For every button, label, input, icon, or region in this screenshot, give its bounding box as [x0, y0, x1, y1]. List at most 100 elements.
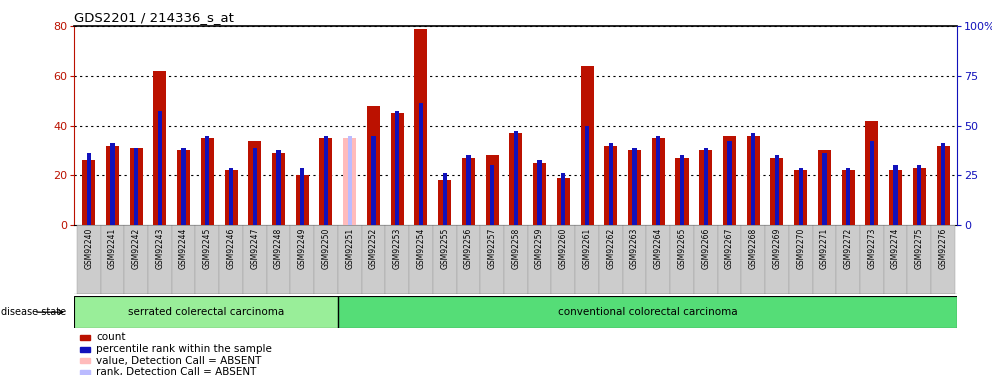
Bar [841, 170, 855, 225]
Bar [889, 170, 902, 225]
Bar [124, 225, 148, 294]
Bar [894, 165, 898, 225]
Bar [442, 173, 446, 225]
Text: GSM92249: GSM92249 [298, 228, 307, 269]
Text: GDS2201 / 214336_s_at: GDS2201 / 214336_s_at [74, 11, 234, 24]
Bar [727, 141, 731, 225]
Text: GSM92275: GSM92275 [915, 228, 924, 269]
Bar [717, 225, 741, 294]
Bar [438, 180, 451, 225]
Bar [433, 225, 456, 294]
Text: GSM92272: GSM92272 [843, 228, 852, 269]
Text: GSM92240: GSM92240 [84, 228, 93, 269]
Bar [557, 178, 569, 225]
Bar [795, 170, 807, 225]
Bar [940, 143, 945, 225]
Text: percentile rank within the sample: percentile rank within the sample [96, 344, 272, 354]
Text: GSM92256: GSM92256 [464, 228, 473, 269]
Text: GSM92251: GSM92251 [345, 228, 354, 269]
Text: GSM92267: GSM92267 [725, 228, 734, 269]
Text: GSM92276: GSM92276 [938, 228, 947, 269]
Bar [79, 370, 89, 375]
Text: GSM92243: GSM92243 [156, 228, 165, 269]
Bar [277, 150, 281, 225]
Text: GSM92245: GSM92245 [202, 228, 212, 269]
Bar [609, 143, 613, 225]
Bar [323, 136, 328, 225]
Text: GSM92265: GSM92265 [678, 228, 686, 269]
Bar [870, 141, 874, 225]
Bar [741, 225, 765, 294]
Bar [314, 225, 338, 294]
Bar [462, 158, 475, 225]
Bar [771, 158, 784, 225]
Bar [253, 148, 257, 225]
Text: value, Detection Call = ABSENT: value, Detection Call = ABSENT [96, 356, 262, 366]
Bar [703, 148, 708, 225]
Text: GSM92269: GSM92269 [773, 228, 782, 269]
Text: rank, Detection Call = ABSENT: rank, Detection Call = ABSENT [96, 368, 257, 375]
Bar [74, 296, 338, 328]
Text: GSM92266: GSM92266 [701, 228, 710, 269]
Bar [931, 225, 955, 294]
Bar [219, 225, 243, 294]
Bar [248, 141, 261, 225]
Bar [936, 146, 949, 225]
Bar [272, 153, 285, 225]
Bar [319, 138, 332, 225]
Bar [229, 168, 233, 225]
Bar [338, 225, 361, 294]
Text: GSM92253: GSM92253 [393, 228, 402, 269]
Bar [243, 225, 267, 294]
Bar [514, 130, 518, 225]
Bar [751, 133, 755, 225]
Bar [154, 71, 167, 225]
Bar [110, 143, 114, 225]
Bar [301, 168, 305, 225]
Bar [480, 225, 504, 294]
Text: GSM92241: GSM92241 [108, 228, 117, 269]
Text: count: count [96, 333, 126, 342]
Bar [676, 158, 688, 225]
Bar [82, 160, 95, 225]
Text: GSM92262: GSM92262 [606, 228, 615, 269]
Bar [490, 165, 494, 225]
Bar [158, 111, 162, 225]
Text: GSM92258: GSM92258 [511, 228, 521, 269]
Text: GSM92274: GSM92274 [891, 228, 900, 269]
Bar [860, 225, 884, 294]
Bar [575, 225, 599, 294]
Bar [693, 225, 717, 294]
Bar [656, 136, 661, 225]
Bar [195, 225, 219, 294]
Bar [846, 168, 850, 225]
Text: conventional colorectal carcinoma: conventional colorectal carcinoma [558, 307, 737, 317]
Bar [347, 136, 352, 225]
Bar [865, 121, 878, 225]
Bar [419, 103, 423, 225]
Bar [415, 29, 428, 225]
Bar [148, 225, 172, 294]
Bar [395, 111, 400, 225]
Bar [538, 160, 542, 225]
Bar [79, 358, 89, 363]
Bar [533, 163, 547, 225]
Bar [100, 225, 124, 294]
Bar [528, 225, 552, 294]
Bar [628, 150, 641, 225]
Text: GSM92263: GSM92263 [630, 228, 639, 269]
Bar [908, 225, 931, 294]
Text: GSM92273: GSM92273 [867, 228, 876, 269]
Bar [224, 170, 237, 225]
Bar [585, 126, 589, 225]
Text: GSM92260: GSM92260 [558, 228, 567, 269]
Text: GSM92270: GSM92270 [797, 228, 806, 269]
Bar [775, 155, 779, 225]
Bar [747, 136, 760, 225]
Bar [130, 148, 143, 225]
Bar [632, 148, 637, 225]
Bar [485, 155, 499, 225]
Bar [76, 225, 100, 294]
Bar [561, 173, 565, 225]
Bar [680, 155, 684, 225]
